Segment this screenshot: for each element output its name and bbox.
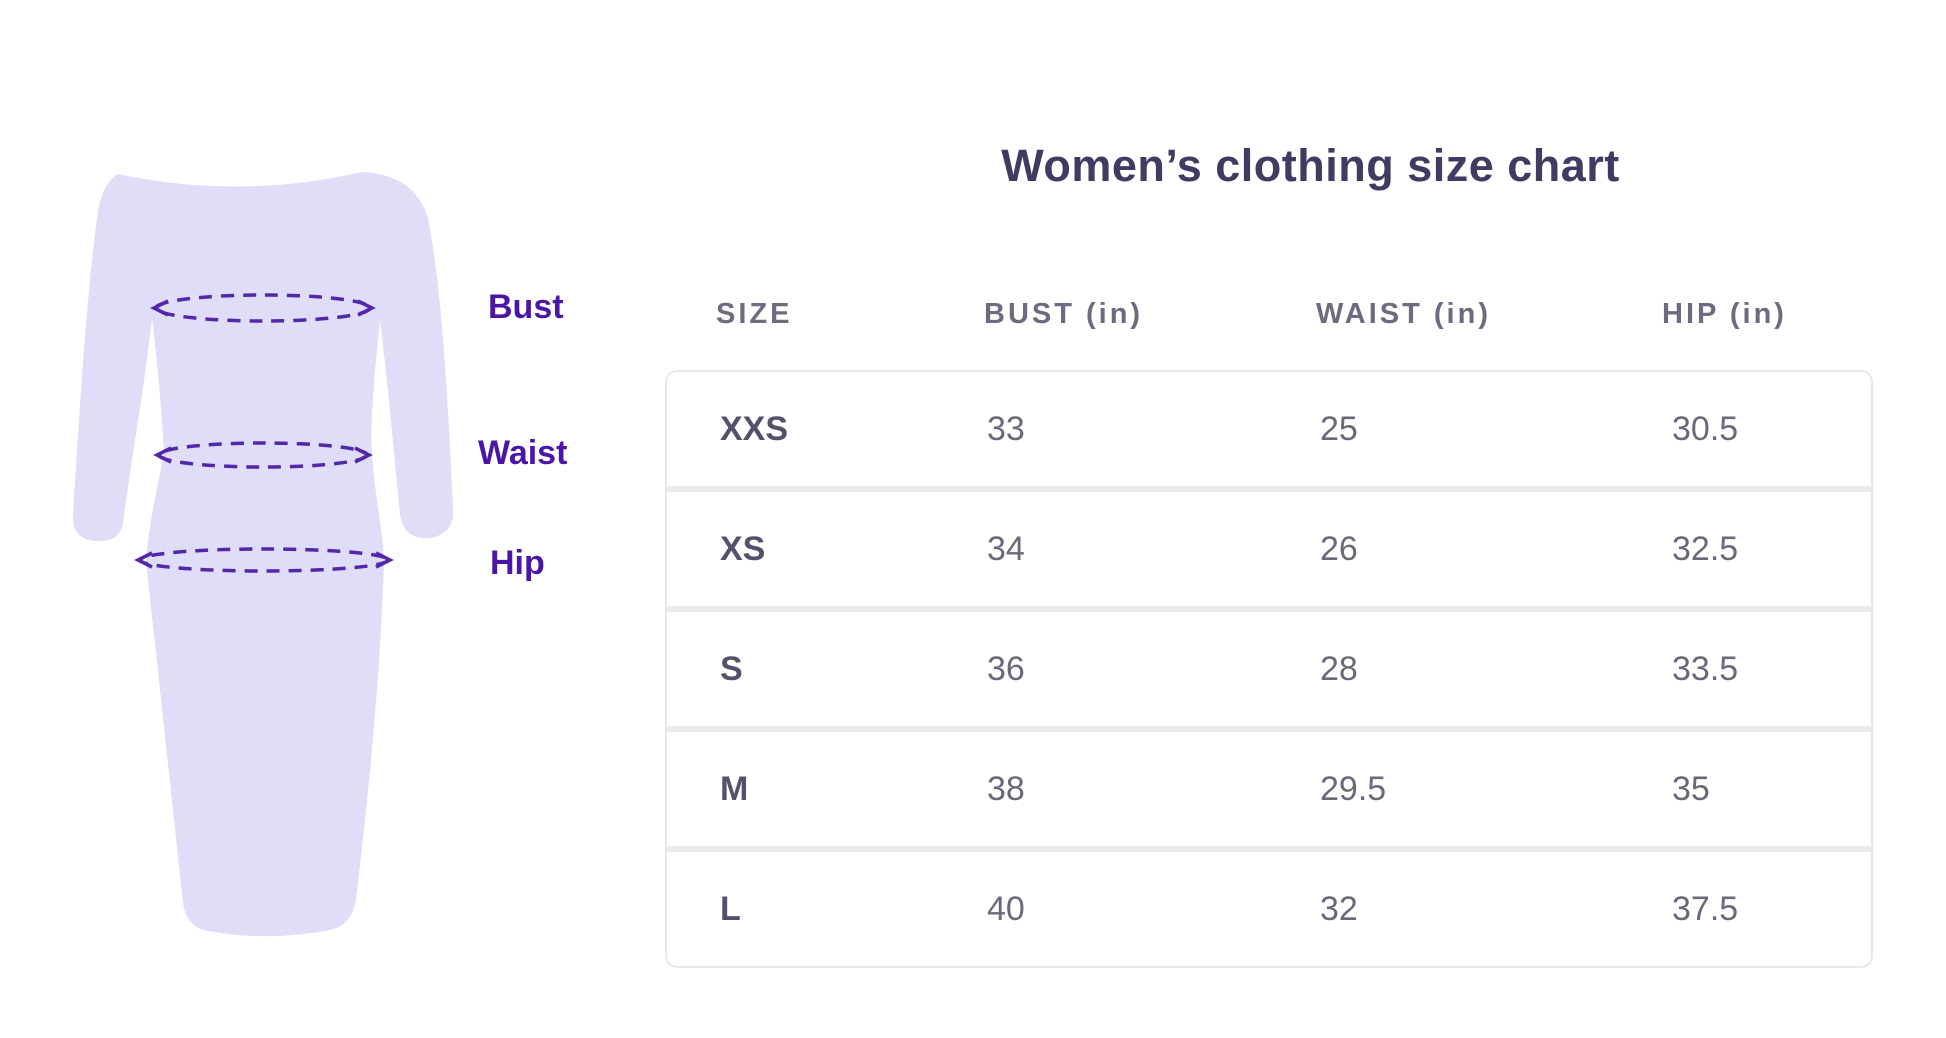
hip-measurement-ellipse	[134, 547, 394, 573]
size-cell: M	[720, 769, 749, 808]
bust-cell: 33	[987, 409, 1025, 448]
waist-cell: 28	[1320, 649, 1358, 688]
hip-cell: 32.5	[1672, 529, 1739, 568]
size-cell: L	[720, 889, 741, 928]
table-row-l: L 40 32 37.5	[667, 852, 1871, 966]
waist-cell: 25	[1320, 409, 1358, 448]
column-header-bust: BUST (in)	[984, 298, 1144, 330]
hip-cell: 33.5	[1672, 649, 1739, 688]
column-header-hip: HIP (in)	[1662, 298, 1787, 330]
hip-label: Hip	[490, 544, 545, 582]
hip-cell: 35	[1672, 769, 1710, 808]
table-row-xs: XS 34 26 32.5	[667, 492, 1871, 606]
bust-arrow-right-icon	[357, 299, 376, 317]
waist-cell: 29.5	[1320, 769, 1387, 808]
hip-cell: 37.5	[1672, 889, 1739, 928]
size-cell: S	[720, 649, 743, 688]
hip-arrow-left-icon	[134, 551, 153, 569]
dress-illustration	[72, 172, 454, 937]
bust-cell: 36	[987, 649, 1025, 688]
bust-label: Bust	[488, 288, 564, 326]
bust-arrow-left-icon	[150, 299, 169, 317]
waist-measurement-ellipse	[153, 441, 373, 469]
dress-silhouette	[72, 172, 454, 937]
table-row-m: M 38 29.5 35	[667, 732, 1871, 846]
bust-cell: 40	[987, 889, 1025, 928]
waist-cell: 26	[1320, 529, 1358, 568]
size-table: XXS 33 25 30.5 XS 34 26 32.5 S 36 28 33.…	[665, 370, 1873, 968]
hip-arrow-right-icon	[375, 551, 394, 569]
waist-arrow-left-icon	[153, 446, 172, 464]
waist-cell: 32	[1320, 889, 1358, 928]
bust-cell: 34	[987, 529, 1025, 568]
page-title: Women’s clothing size chart	[1001, 140, 1620, 191]
waist-arrow-right-icon	[354, 446, 373, 464]
table-row-xxs: XXS 33 25 30.5	[667, 372, 1871, 486]
bust-measurement-ellipse	[150, 293, 376, 323]
bust-cell: 38	[987, 769, 1025, 808]
size-cell: XXS	[720, 409, 789, 448]
table-row-s: S 36 28 33.5	[667, 612, 1871, 726]
hip-cell: 30.5	[1672, 409, 1739, 448]
waist-label: Waist	[478, 434, 568, 472]
column-header-size: SIZE	[716, 298, 793, 330]
size-cell: XS	[720, 529, 766, 568]
column-header-waist: WAIST (in)	[1316, 298, 1491, 330]
